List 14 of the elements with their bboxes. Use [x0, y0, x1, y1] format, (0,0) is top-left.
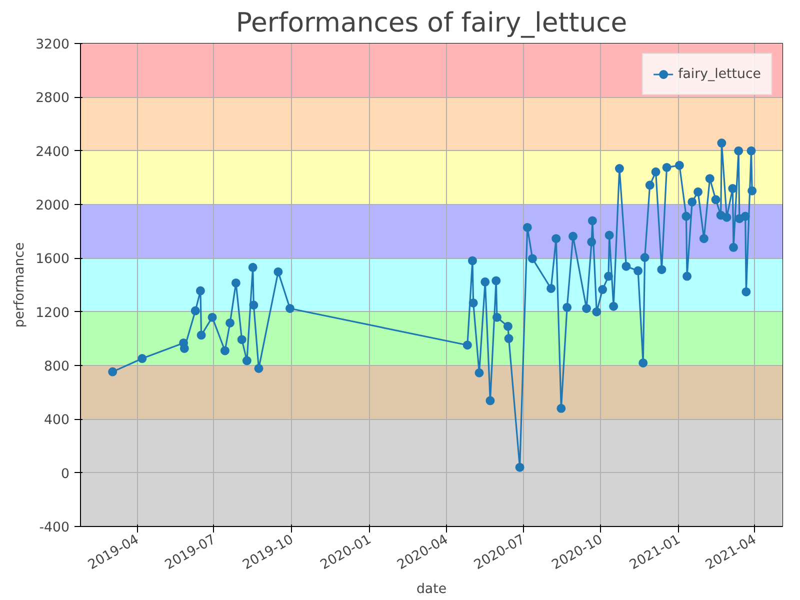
y-tick-label: -400: [39, 520, 70, 536]
y-tick-label: 400: [44, 413, 70, 428]
legend-label: fairy_lettuce: [678, 66, 761, 82]
y-tick-label: 0: [61, 466, 70, 482]
y-tick-label: 2400: [36, 144, 70, 160]
y-tick-label: 1600: [36, 252, 70, 268]
y-axis-title: performance: [12, 242, 28, 328]
x-axis-title: date: [416, 582, 447, 598]
y-tick-label: 1200: [36, 306, 70, 321]
y-tick-label: 2800: [36, 91, 70, 106]
y-tick-label: 3200: [36, 38, 70, 52]
y-tick-label: 800: [44, 360, 70, 374]
chart-title: Performances of fairy_lettuce: [236, 8, 628, 38]
y-tick-label: 2000: [36, 198, 70, 214]
